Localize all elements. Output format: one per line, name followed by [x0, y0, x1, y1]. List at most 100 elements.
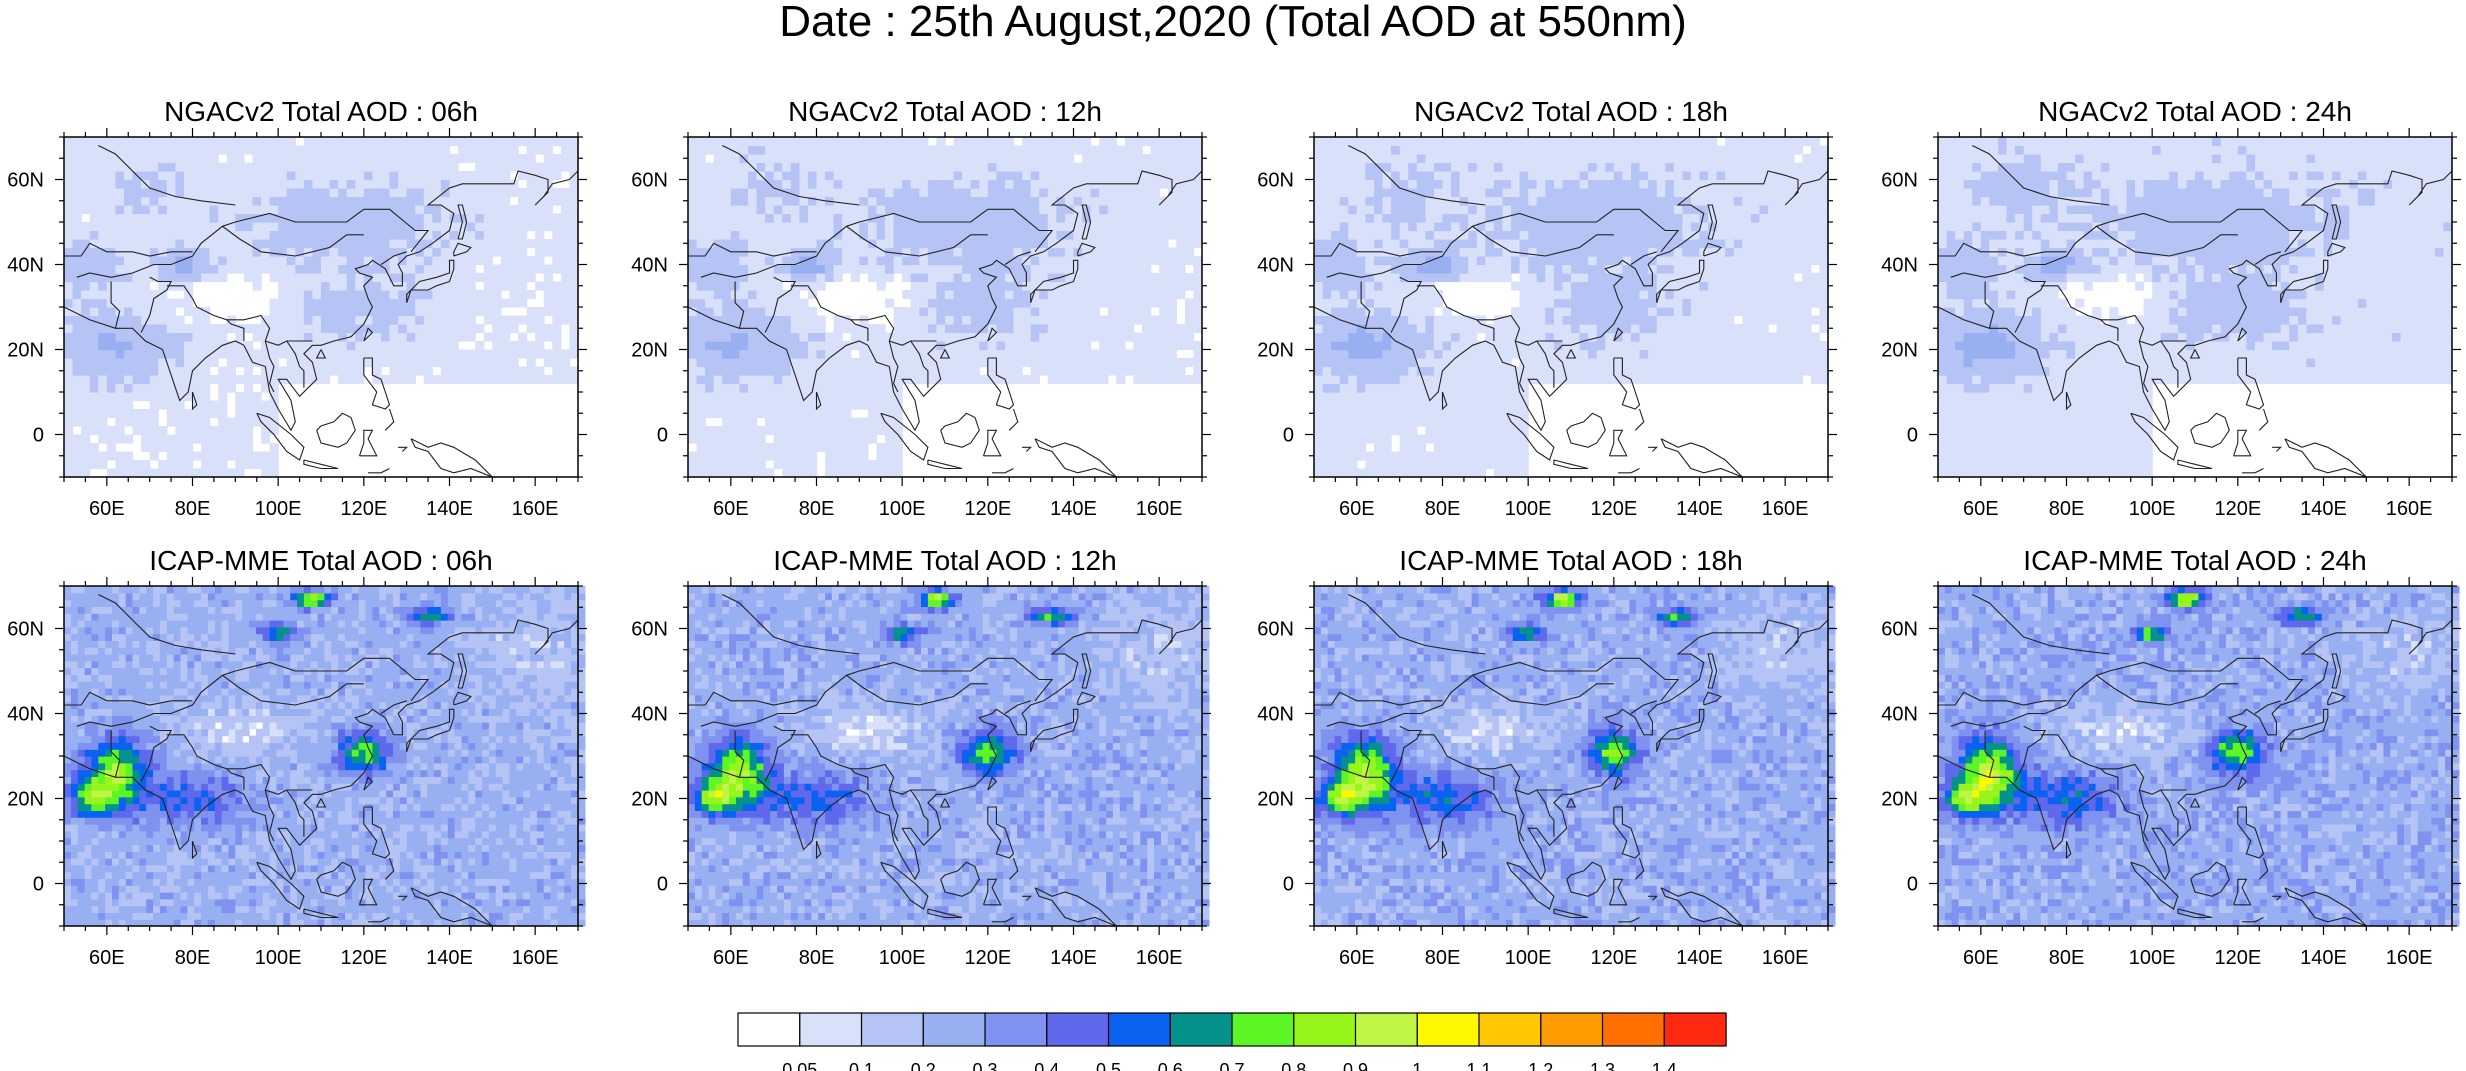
colorbar-swatch [1540, 1012, 1604, 1047]
lon-tick-label: 80E [175, 498, 211, 520]
figure-title: Date : 25th August,2020 (Total AOD at 55… [0, 0, 2466, 44]
lon-tick-label: 160E [2386, 498, 2433, 520]
colorbar-swatch [1231, 1012, 1295, 1047]
colorbar-label: 0.9 [1343, 1060, 1368, 1071]
aod-field [64, 586, 586, 927]
panel-title: NGACv2 Total AOD : 24h [2038, 96, 2352, 127]
lon-tick-label: 140E [2300, 498, 2347, 520]
colorbar-label: 0.05 [782, 1060, 817, 1071]
map-panel: NGACv2 Total AOD : 18h 60E 80E 100E 120E 140E… [1257, 96, 1837, 520]
lat-tick-label: 60N [631, 170, 668, 192]
lat-tick-label: 20N [631, 340, 668, 362]
colorbar-label: 1.1 [1466, 1060, 1491, 1071]
lat-tick-label: 20N [1257, 340, 1294, 362]
colorbar-swatch [860, 1012, 924, 1047]
colorbar-label: 0.3 [972, 1060, 997, 1071]
lon-tick-label: 120E [2214, 498, 2261, 520]
colorbar-label: 0.2 [911, 1060, 936, 1071]
colorbar-swatch [922, 1012, 986, 1047]
lon-tick-label: 100E [255, 498, 302, 520]
lon-tick-label: 160E [512, 947, 559, 969]
lon-tick-label: 120E [340, 947, 387, 969]
colorbar-swatch [1601, 1012, 1665, 1047]
aod-field [1938, 137, 2453, 478]
aod-field [64, 137, 579, 478]
lon-tick-label: 60E [713, 498, 749, 520]
panel-title: NGACv2 Total AOD : 06h [164, 96, 478, 127]
lon-tick-label: 80E [175, 947, 211, 969]
lat-tick-label: 0 [657, 425, 668, 447]
panel-title: ICAP-MME Total AOD : 06h [149, 545, 492, 576]
lon-tick-label: 80E [1425, 498, 1461, 520]
lon-tick-label: 160E [1762, 498, 1809, 520]
colorbar-swatch [737, 1012, 801, 1047]
lon-tick-label: 140E [426, 947, 473, 969]
lon-tick-label: 140E [426, 498, 473, 520]
lat-tick-label: 0 [33, 874, 44, 896]
lon-tick-label: 60E [89, 498, 125, 520]
lat-tick-label: 20N [7, 789, 44, 811]
lon-tick-label: 60E [89, 947, 125, 969]
coastlines [64, 594, 578, 926]
lat-tick-label: 40N [7, 704, 44, 726]
lat-tick-label: 40N [1881, 255, 1918, 277]
colorbar-swatch [1416, 1012, 1480, 1047]
lat-tick-label: 20N [1881, 340, 1918, 362]
lon-tick-label: 120E [340, 498, 387, 520]
lat-tick-label: 60N [7, 170, 44, 192]
colorbar-label: 0.5 [1096, 1060, 1121, 1071]
coastlines [64, 145, 578, 477]
colorbar-label: 0.7 [1219, 1060, 1244, 1071]
lon-tick-label: 80E [799, 498, 835, 520]
colorbar-swatch [1293, 1012, 1357, 1047]
map-panel: NGACv2 Total AOD : 24h 60E 80E 100E 120E 140E… [1881, 96, 2461, 520]
colorbar-swatch [1046, 1012, 1110, 1047]
lat-tick-label: 0 [33, 425, 44, 447]
panel-title: NGACv2 Total AOD : 12h [788, 96, 1102, 127]
colorbar-label: 1.2 [1528, 1060, 1553, 1071]
colorbar-swatch [1107, 1012, 1171, 1047]
colorbar-label: 1.4 [1652, 1060, 1677, 1071]
colorbar-swatch [799, 1012, 863, 1047]
coastlines [1938, 145, 2452, 477]
lat-tick-label: 40N [631, 255, 668, 277]
lat-tick-label: 40N [1257, 255, 1294, 277]
lon-tick-label: 140E [1676, 498, 1723, 520]
colorbar-swatch [984, 1012, 1048, 1047]
colorbar-swatch [1478, 1012, 1542, 1047]
colorbar-label: 1.3 [1590, 1060, 1615, 1071]
colorbar-label: 1 [1412, 1060, 1422, 1071]
colorbar-label: 0.4 [1034, 1060, 1059, 1071]
lon-tick-label: 160E [512, 498, 559, 520]
lat-tick-label: 60N [7, 619, 44, 641]
colorbar-label: 0.8 [1281, 1060, 1306, 1071]
aod-field [688, 137, 1203, 478]
map-panel: ICAP-MME Total AOD : 06h 60E 80E 100E 120E 14… [7, 545, 587, 969]
colorbar-swatch [1169, 1012, 1233, 1047]
map-panel: NGACv2 Total AOD : 12h 60E 80E 100E 120E 140E… [631, 96, 1211, 520]
lon-tick-label: 60E [1963, 498, 1999, 520]
lat-tick-label: 0 [1283, 425, 1294, 447]
lon-tick-label: 100E [2129, 498, 2176, 520]
coastlines [688, 145, 1202, 477]
lon-tick-label: 140E [1050, 498, 1097, 520]
lon-tick-label: 100E [879, 498, 926, 520]
lat-tick-label: 0 [1907, 425, 1918, 447]
lat-tick-label: 20N [7, 340, 44, 362]
lat-tick-label: 40N [7, 255, 44, 277]
coastlines [1314, 145, 1828, 477]
colorbar-label: 0.1 [849, 1060, 874, 1071]
lon-tick-label: 80E [2049, 498, 2085, 520]
colorbar-label: 0.6 [1158, 1060, 1183, 1071]
colorbar-swatch [1354, 1012, 1418, 1047]
lon-tick-label: 60E [1339, 498, 1375, 520]
lon-tick-label: 160E [1136, 498, 1183, 520]
lon-tick-label: 100E [255, 947, 302, 969]
lat-tick-label: 60N [1257, 170, 1294, 192]
lon-tick-label: 120E [964, 498, 1011, 520]
lon-tick-label: 120E [1590, 498, 1637, 520]
colorbar-swatch [1663, 1012, 1727, 1047]
lon-tick-label: 100E [1505, 498, 1552, 520]
lat-tick-label: 60N [1881, 170, 1918, 192]
